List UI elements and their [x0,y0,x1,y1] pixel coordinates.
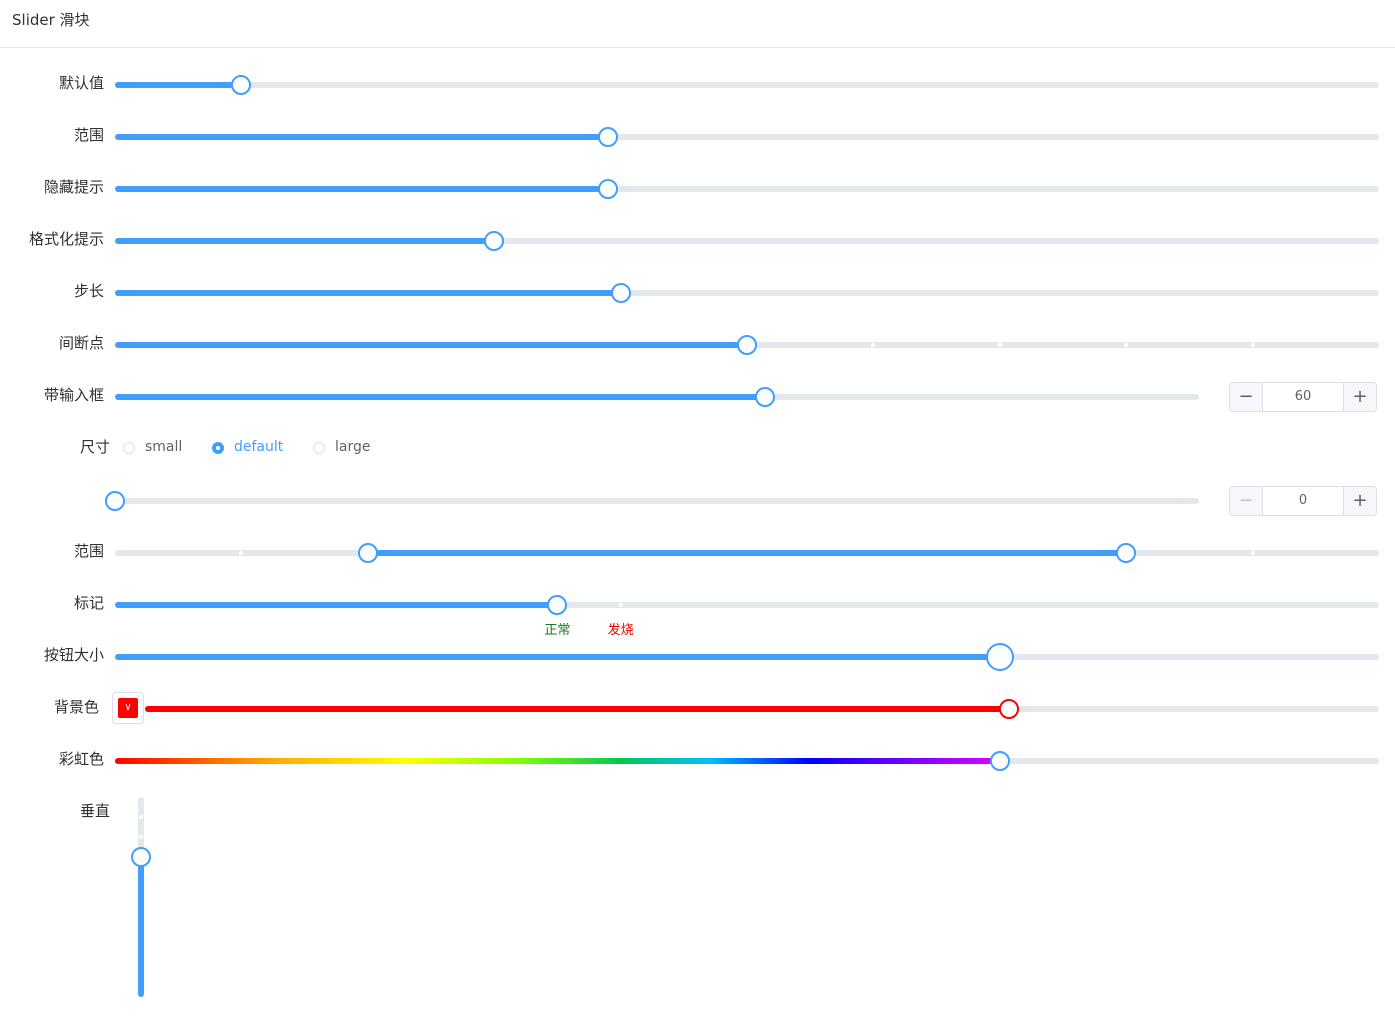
slider-marks-thumb[interactable] [547,595,568,615]
slider-stop [1250,343,1255,347]
slider-size[interactable] [105,491,1199,511]
label-marks: 标记 [73,594,104,612]
slider-button-size-thumb[interactable] [985,643,1014,671]
radio-label: default [234,439,284,455]
label-hide-tooltip: 隐藏提示 [43,178,104,196]
radio-label: small [145,439,183,455]
mark-stop [618,603,623,607]
slider-with-input-thumb[interactable] [755,387,776,407]
slider-format-tooltip[interactable] [115,231,1379,251]
slider-with-input[interactable] [115,387,1199,407]
slider-range-start-thumb[interactable] [357,543,378,563]
slider-stop [997,343,1002,347]
color-swatch: ∨ [118,698,138,718]
slider-stop [139,815,143,819]
slider-with-input-fill [115,394,766,400]
slider-hide-tooltip[interactable] [115,179,1379,199]
slider-range-thumb[interactable] [597,127,618,147]
label-with-input: 带输入框 [43,386,104,404]
slider-hide-tooltip-thumb[interactable] [597,179,618,199]
slider-stop [139,835,143,839]
slider-default-fill [115,82,242,88]
color-picker[interactable]: ∨ [112,692,144,724]
label-range: 范围 [73,126,104,144]
radio-dot [212,442,224,454]
slider-stop [1124,343,1129,347]
slider-step-thumb[interactable] [610,283,631,303]
slider-rainbow[interactable] [115,751,1379,771]
slider-bg-color[interactable] [145,699,1379,719]
slider-range-select-fill [367,550,1127,556]
decrease-button[interactable]: − [1230,487,1263,515]
slider-bg-color-thumb[interactable] [998,699,1019,719]
slider-step-fill [115,290,621,296]
chevron-down-icon: ∨ [124,702,132,713]
slider-marks[interactable] [115,595,1379,615]
slider-show-stops-fill [115,342,747,348]
label-format-tooltip: 格式化提示 [28,230,104,248]
slider-show-stops-thumb[interactable] [737,335,757,355]
slider-marks-fill [115,602,558,608]
slider-range-fill [115,134,608,140]
slider-size-thumb[interactable] [105,491,125,511]
slider-rainbow-fill [115,758,1000,764]
slider-stop [871,343,876,347]
increase-button[interactable]: + [1343,487,1376,515]
slider-range-select[interactable] [115,543,1379,563]
slider-vertical-fill [138,857,144,997]
slider-show-stops[interactable] [115,335,1379,355]
radio-label: large [335,439,371,455]
label-rainbow: 彩虹色 [58,750,104,768]
slider-button-size[interactable] [115,643,1379,671]
radio-dot [123,442,135,454]
label-show-stops: 间断点 [58,334,104,352]
slider-format-tooltip-fill [115,238,495,244]
label-size: 尺寸 [80,438,111,456]
increase-button[interactable]: + [1343,383,1376,411]
slider-range[interactable] [115,127,1379,147]
page-title: Slider 滑块 [12,11,90,29]
input-number-size: − + [1229,486,1377,516]
slider-rainbow-thumb[interactable] [989,751,1010,771]
radio-dot [313,442,325,454]
label-bg-color: 背景色 [54,698,100,716]
mark-label-fever: 发烧 [607,623,634,638]
slider-button-size-fill [115,654,1000,660]
slider-format-tooltip-thumb[interactable] [484,231,505,251]
slider-hide-tooltip-fill [115,186,608,192]
label-default: 默认值 [58,74,104,92]
label-vertical: 垂直 [80,802,111,820]
label-range-select: 范围 [73,542,104,560]
mark-label-normal: 正常 [544,623,571,638]
input-number-with-input: − + [1229,382,1377,412]
slider-step[interactable] [115,283,1379,303]
slider-stop [1250,551,1255,555]
label-button-size: 按钮大小 [43,646,104,664]
slider-vertical-thumb[interactable] [131,847,151,867]
slider-bg-color-fill [145,706,1009,712]
slider-vertical[interactable] [131,797,151,997]
page-header: Slider 滑块 [0,0,1395,48]
number-input[interactable] [1263,487,1343,515]
decrease-button[interactable]: − [1230,383,1263,411]
number-input[interactable] [1263,383,1343,411]
slider-stop [239,551,244,555]
slider-range-end-thumb[interactable] [1116,543,1137,563]
slider-default-thumb[interactable] [231,75,252,95]
slider-default[interactable] [115,75,1379,95]
label-step: 步长 [73,282,104,300]
